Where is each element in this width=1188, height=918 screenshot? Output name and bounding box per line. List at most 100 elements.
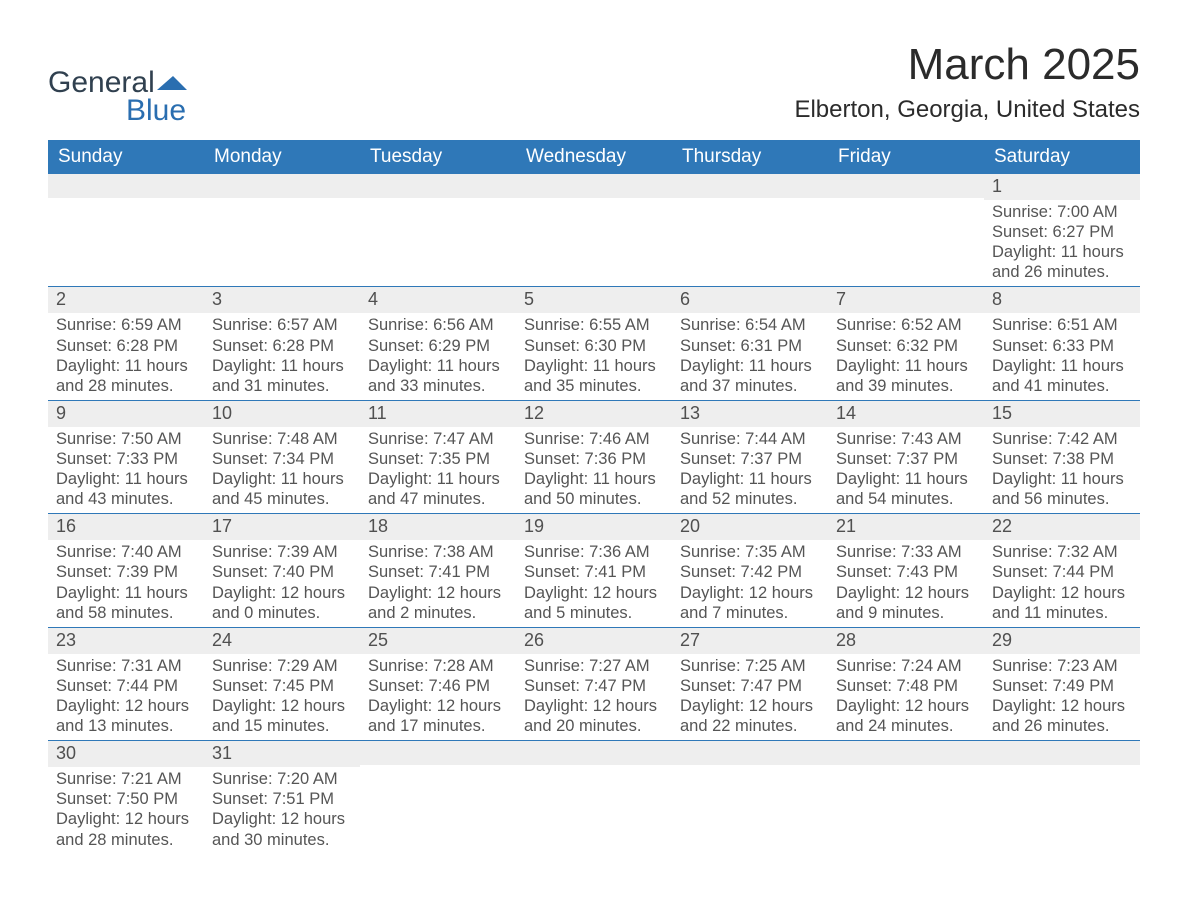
day-cell: 23Sunrise: 7:31 AMSunset: 7:44 PMDayligh…: [48, 628, 204, 740]
daylight-line2: and 52 minutes.: [680, 489, 820, 509]
sunset: Sunset: 7:37 PM: [680, 449, 820, 469]
day-number: 26: [516, 628, 672, 654]
sunset: Sunset: 7:49 PM: [992, 676, 1132, 696]
sunset: Sunset: 6:32 PM: [836, 336, 976, 356]
week-row: 2Sunrise: 6:59 AMSunset: 6:28 PMDaylight…: [48, 286, 1140, 399]
day-info: [984, 765, 1140, 791]
sunrise: Sunrise: 7:44 AM: [680, 429, 820, 449]
day-number: [516, 741, 672, 765]
sunset: Sunset: 7:37 PM: [836, 449, 976, 469]
sunset: Sunset: 7:34 PM: [212, 449, 352, 469]
empty-cell: [360, 174, 516, 286]
sunrise: Sunrise: 6:59 AM: [56, 315, 196, 335]
daylight-line2: and 28 minutes.: [56, 830, 196, 850]
empty-cell: [828, 174, 984, 286]
sunset: Sunset: 6:27 PM: [992, 222, 1132, 242]
day-cell: 30Sunrise: 7:21 AMSunset: 7:50 PMDayligh…: [48, 741, 204, 853]
daylight-line2: and 58 minutes.: [56, 603, 196, 623]
sunrise: Sunrise: 7:43 AM: [836, 429, 976, 449]
day-info: [672, 765, 828, 791]
day-cell: 14Sunrise: 7:43 AMSunset: 7:37 PMDayligh…: [828, 401, 984, 513]
daylight-line2: and 9 minutes.: [836, 603, 976, 623]
day-info: [360, 198, 516, 224]
daylight-line1: Daylight: 12 hours: [524, 583, 664, 603]
day-number: 25: [360, 628, 516, 654]
day-info: Sunrise: 7:33 AMSunset: 7:43 PMDaylight:…: [828, 540, 984, 627]
sunrise: Sunrise: 7:21 AM: [56, 769, 196, 789]
day-cell: 2Sunrise: 6:59 AMSunset: 6:28 PMDaylight…: [48, 287, 204, 399]
day-info: Sunrise: 7:28 AMSunset: 7:46 PMDaylight:…: [360, 654, 516, 741]
day-info: Sunrise: 7:21 AMSunset: 7:50 PMDaylight:…: [48, 767, 204, 854]
day-cell: 5Sunrise: 6:55 AMSunset: 6:30 PMDaylight…: [516, 287, 672, 399]
day-info: Sunrise: 7:00 AMSunset: 6:27 PMDaylight:…: [984, 200, 1140, 287]
day-cell: 8Sunrise: 6:51 AMSunset: 6:33 PMDaylight…: [984, 287, 1140, 399]
day-info: Sunrise: 7:35 AMSunset: 7:42 PMDaylight:…: [672, 540, 828, 627]
day-info: [48, 198, 204, 224]
daylight-line2: and 31 minutes.: [212, 376, 352, 396]
day-number: 22: [984, 514, 1140, 540]
empty-cell: [516, 741, 672, 853]
day-cell: 28Sunrise: 7:24 AMSunset: 7:48 PMDayligh…: [828, 628, 984, 740]
daylight-line1: Daylight: 11 hours: [524, 469, 664, 489]
sunset: Sunset: 7:50 PM: [56, 789, 196, 809]
sunrise: Sunrise: 7:47 AM: [368, 429, 508, 449]
daylight-line1: Daylight: 12 hours: [212, 809, 352, 829]
day-number: 16: [48, 514, 204, 540]
sunset: Sunset: 7:45 PM: [212, 676, 352, 696]
week-row: 23Sunrise: 7:31 AMSunset: 7:44 PMDayligh…: [48, 627, 1140, 740]
sunrise: Sunrise: 7:40 AM: [56, 542, 196, 562]
sunrise: Sunrise: 7:00 AM: [992, 202, 1132, 222]
daylight-line1: Daylight: 12 hours: [56, 696, 196, 716]
weekday-saturday: Saturday: [984, 140, 1140, 174]
daylight-line1: Daylight: 12 hours: [368, 696, 508, 716]
weekday-friday: Friday: [828, 140, 984, 174]
day-cell: 3Sunrise: 6:57 AMSunset: 6:28 PMDaylight…: [204, 287, 360, 399]
daylight-line2: and 50 minutes.: [524, 489, 664, 509]
day-cell: 1Sunrise: 7:00 AMSunset: 6:27 PMDaylight…: [984, 174, 1140, 286]
day-cell: 25Sunrise: 7:28 AMSunset: 7:46 PMDayligh…: [360, 628, 516, 740]
sunset: Sunset: 6:28 PM: [56, 336, 196, 356]
day-info: Sunrise: 7:25 AMSunset: 7:47 PMDaylight:…: [672, 654, 828, 741]
week-row: 9Sunrise: 7:50 AMSunset: 7:33 PMDaylight…: [48, 400, 1140, 513]
sunrise: Sunrise: 7:36 AM: [524, 542, 664, 562]
day-info: Sunrise: 7:24 AMSunset: 7:48 PMDaylight:…: [828, 654, 984, 741]
day-number: 11: [360, 401, 516, 427]
day-info: [360, 765, 516, 791]
sunrise: Sunrise: 6:57 AM: [212, 315, 352, 335]
day-info: Sunrise: 7:46 AMSunset: 7:36 PMDaylight:…: [516, 427, 672, 514]
day-number: [984, 741, 1140, 765]
sunrise: Sunrise: 7:25 AM: [680, 656, 820, 676]
logo: General Blue: [48, 68, 191, 128]
daylight-line2: and 33 minutes.: [368, 376, 508, 396]
empty-cell: [984, 741, 1140, 853]
day-cell: 7Sunrise: 6:52 AMSunset: 6:32 PMDaylight…: [828, 287, 984, 399]
daylight-line2: and 45 minutes.: [212, 489, 352, 509]
daylight-line2: and 54 minutes.: [836, 489, 976, 509]
day-info: Sunrise: 7:44 AMSunset: 7:37 PMDaylight:…: [672, 427, 828, 514]
day-info: Sunrise: 6:59 AMSunset: 6:28 PMDaylight:…: [48, 313, 204, 400]
sunset: Sunset: 6:28 PM: [212, 336, 352, 356]
sunset: Sunset: 7:42 PM: [680, 562, 820, 582]
day-cell: 24Sunrise: 7:29 AMSunset: 7:45 PMDayligh…: [204, 628, 360, 740]
empty-cell: [48, 174, 204, 286]
sunset: Sunset: 7:35 PM: [368, 449, 508, 469]
day-cell: 21Sunrise: 7:33 AMSunset: 7:43 PMDayligh…: [828, 514, 984, 626]
sunrise: Sunrise: 7:35 AM: [680, 542, 820, 562]
sunrise: Sunrise: 7:28 AM: [368, 656, 508, 676]
daylight-line2: and 7 minutes.: [680, 603, 820, 623]
sunset: Sunset: 7:33 PM: [56, 449, 196, 469]
sunset: Sunset: 7:40 PM: [212, 562, 352, 582]
sunrise: Sunrise: 7:27 AM: [524, 656, 664, 676]
daylight-line2: and 28 minutes.: [56, 376, 196, 396]
day-info: Sunrise: 7:36 AMSunset: 7:41 PMDaylight:…: [516, 540, 672, 627]
day-number: [48, 174, 204, 198]
daylight-line1: Daylight: 11 hours: [992, 242, 1132, 262]
day-number: [672, 174, 828, 198]
day-number: [828, 174, 984, 198]
day-number: 6: [672, 287, 828, 313]
daylight-line2: and 56 minutes.: [992, 489, 1132, 509]
sunset: Sunset: 7:39 PM: [56, 562, 196, 582]
empty-cell: [672, 741, 828, 853]
day-number: 15: [984, 401, 1140, 427]
day-number: 13: [672, 401, 828, 427]
